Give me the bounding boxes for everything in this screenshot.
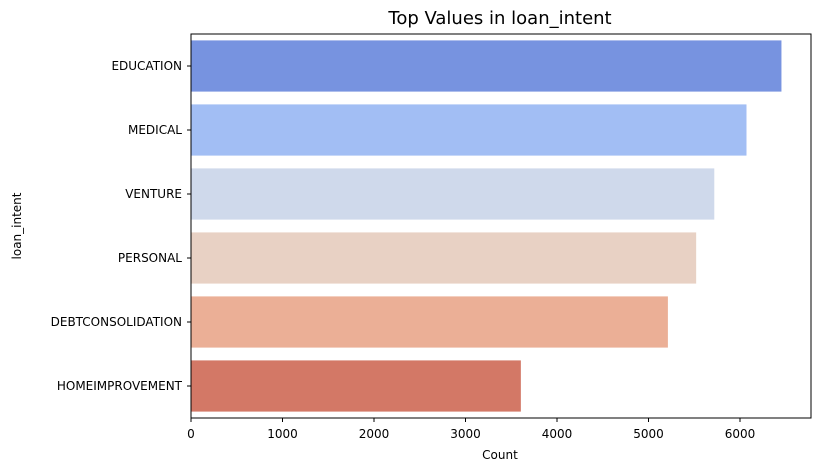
x-axis-label: Count [482, 448, 518, 462]
bar-debtconsolidation [191, 296, 668, 348]
bar-education [191, 40, 782, 92]
y-tick-label: HOMEIMPROVEMENT [57, 379, 183, 393]
x-tick-label: 3000 [450, 427, 481, 441]
y-tick-label: VENTURE [125, 187, 182, 201]
y-tick-label: MEDICAL [128, 123, 182, 137]
x-tick-label: 4000 [542, 427, 573, 441]
bars-group [191, 40, 782, 412]
chart-title: Top Values in loan_intent [387, 8, 611, 29]
y-axis-label: loan_intent [10, 192, 24, 259]
ticks-group: EDUCATION MEDICAL VENTURE PERSONAL DEBTCONSO… [51, 59, 756, 441]
y-tick-label: PERSONAL [118, 251, 182, 265]
y-tick-label: DEBTCONSOLIDATION [51, 315, 182, 329]
x-tick-label: 0 [187, 427, 195, 441]
x-tick-label: 5000 [633, 427, 664, 441]
plot-frame [190, 33, 812, 419]
bar-venture [191, 168, 715, 220]
x-tick-label: 2000 [359, 427, 390, 441]
bar-homeimprovement [191, 360, 521, 412]
bar-medical [191, 104, 747, 156]
y-tick-label: EDUCATION [111, 59, 182, 73]
x-tick-label: 6000 [725, 427, 756, 441]
bar-personal [191, 232, 697, 284]
x-tick-label: 1000 [267, 427, 298, 441]
